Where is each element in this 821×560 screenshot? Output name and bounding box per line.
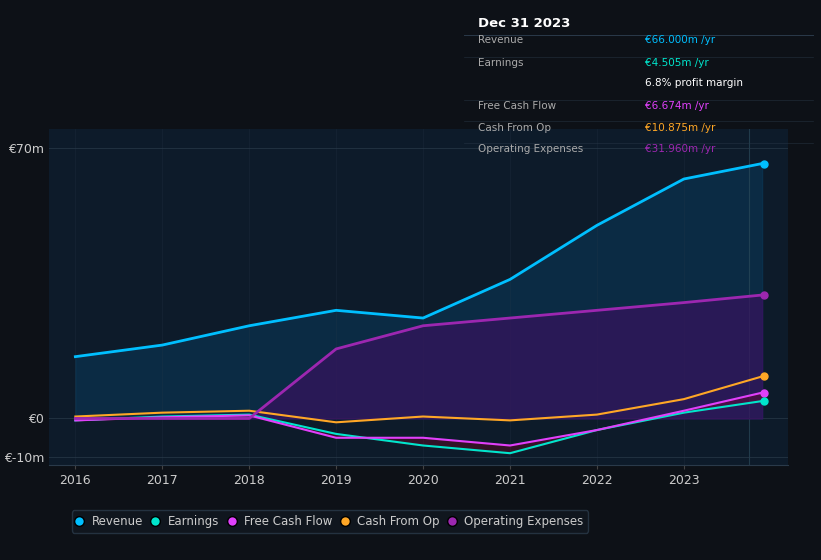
Text: 6.8% profit margin: 6.8% profit margin: [645, 78, 743, 88]
Text: €10.875m /yr: €10.875m /yr: [645, 123, 716, 133]
Text: Free Cash Flow: Free Cash Flow: [478, 101, 556, 111]
Text: €6.674m /yr: €6.674m /yr: [645, 101, 709, 111]
Text: Operating Expenses: Operating Expenses: [478, 144, 583, 155]
Text: Cash From Op: Cash From Op: [478, 123, 551, 133]
Legend: Revenue, Earnings, Free Cash Flow, Cash From Op, Operating Expenses: Revenue, Earnings, Free Cash Flow, Cash …: [71, 510, 589, 533]
Text: Earnings: Earnings: [478, 58, 523, 68]
Text: €66.000m /yr: €66.000m /yr: [645, 35, 715, 45]
Text: €4.505m /yr: €4.505m /yr: [645, 58, 709, 68]
Text: Dec 31 2023: Dec 31 2023: [478, 17, 571, 30]
Text: €31.960m /yr: €31.960m /yr: [645, 144, 716, 155]
Text: Revenue: Revenue: [478, 35, 523, 45]
